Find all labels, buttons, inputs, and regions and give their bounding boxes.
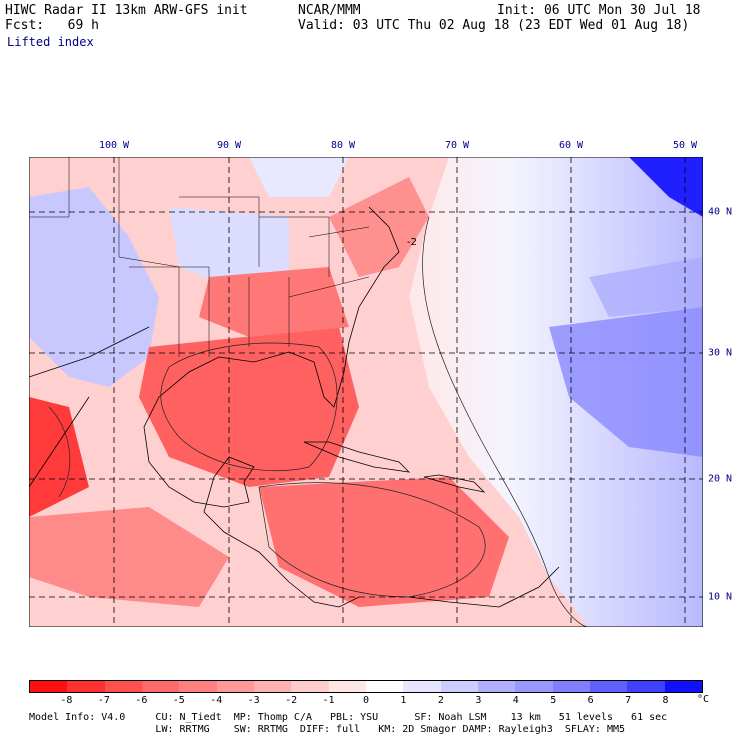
colorbar [29, 680, 703, 693]
colorbar-swatch [291, 681, 329, 692]
colorbar-swatch [253, 681, 292, 692]
colorbar-tick-label: 7 [625, 695, 632, 706]
contour-label: -2 [407, 237, 417, 248]
graticule [29, 157, 703, 627]
colorbar-swatch [589, 681, 628, 692]
colorbar-swatch [328, 681, 366, 692]
lat-label: 20 N [708, 473, 733, 485]
positive-band [549, 307, 703, 457]
colorbar-swatch [30, 681, 68, 692]
colorbar-tick-label: -6 [135, 695, 148, 706]
contours [48, 216, 590, 627]
colorbar-swatch [216, 681, 254, 692]
colorbar-swatch [477, 681, 516, 692]
colorbar-swatch [365, 681, 404, 692]
midatlantic-unstable-region [329, 177, 429, 277]
southeast-unstable-region [199, 267, 349, 337]
lat-label: 10 N [708, 591, 733, 603]
colorbar-swatch [552, 681, 590, 692]
lon-label: 70 W [444, 140, 470, 151]
colorbar-tick-label: -7 [97, 695, 110, 706]
colorbar-tick-label: -4 [210, 695, 223, 706]
lat-label: 40 N [708, 206, 733, 218]
field-name: Lifted index [7, 35, 94, 49]
colorbar-tick-label: 1 [400, 695, 407, 706]
colorbar-unit: °C [697, 694, 710, 705]
lon-label: 80 W [330, 140, 356, 151]
lon-label: 60 W [558, 140, 584, 151]
colorbar-swatch [515, 681, 553, 692]
positive-band-north [589, 257, 703, 317]
pacific-unstable-region [29, 397, 89, 517]
colorbar-tick-label: 8 [662, 695, 669, 706]
colorbar-swatch [141, 681, 180, 692]
colorbar-tick-label: 5 [550, 695, 557, 706]
colorbar-tick-label: 3 [475, 695, 482, 706]
gulf-unstable-region [139, 327, 359, 487]
model-info-line2: LW: RRTMG SW: RRTMG DIFF: full KM: 2D Sm… [29, 724, 626, 735]
valid-time: Valid: 03 UTC Thu 02 Aug 18 (23 EDT Wed … [298, 18, 690, 33]
init-time: Init: 06 UTC Mon 30 Jul 18 [497, 3, 701, 18]
colorbar-tick-label: -3 [247, 695, 260, 706]
colorbar-tick-label: 2 [437, 695, 444, 706]
colorbar-swatch [627, 681, 665, 692]
lon-label: 90 W [216, 140, 242, 151]
strong-positive-region [629, 157, 703, 217]
colorbar-swatch [179, 681, 217, 692]
colorbar-swatch [67, 681, 105, 692]
lon-label: 100 W [98, 140, 130, 151]
colorbar-swatch [104, 681, 142, 692]
institution-label: NCAR/MMM [298, 3, 361, 18]
colorbar-tick-label: -2 [285, 695, 298, 706]
state-borders [29, 157, 370, 357]
colorbar-tick-label: 0 [362, 695, 370, 706]
colorbar-tick-label: 4 [512, 695, 519, 706]
lat-label: 30 N [708, 347, 733, 359]
product-title: HIWC Radar II 13km ARW-GFS init [5, 3, 248, 18]
lakes-stable-region [249, 157, 349, 197]
lon-label: 50 W [672, 140, 698, 151]
colorbar-swatch [403, 681, 441, 692]
coastlines [29, 206, 560, 608]
colorbar-swatch [440, 681, 478, 692]
lifted-index-map: -2 [29, 157, 703, 627]
model-info-line1: Model Info: V4.0 CU: N_Tiedt MP: Thomp C… [29, 712, 668, 723]
colorbar-tick-label: -1 [322, 695, 335, 706]
epac-unstable-region [29, 507, 229, 607]
colorbar-swatch [664, 681, 702, 692]
colorbar-tick-label: 6 [587, 695, 594, 706]
forecast-hour: Fcst: 69 h [5, 18, 99, 33]
colorbar-tick-label: -5 [172, 695, 185, 706]
colorbar-tick-label: -8 [60, 695, 73, 706]
plains-stable-region [29, 187, 159, 387]
